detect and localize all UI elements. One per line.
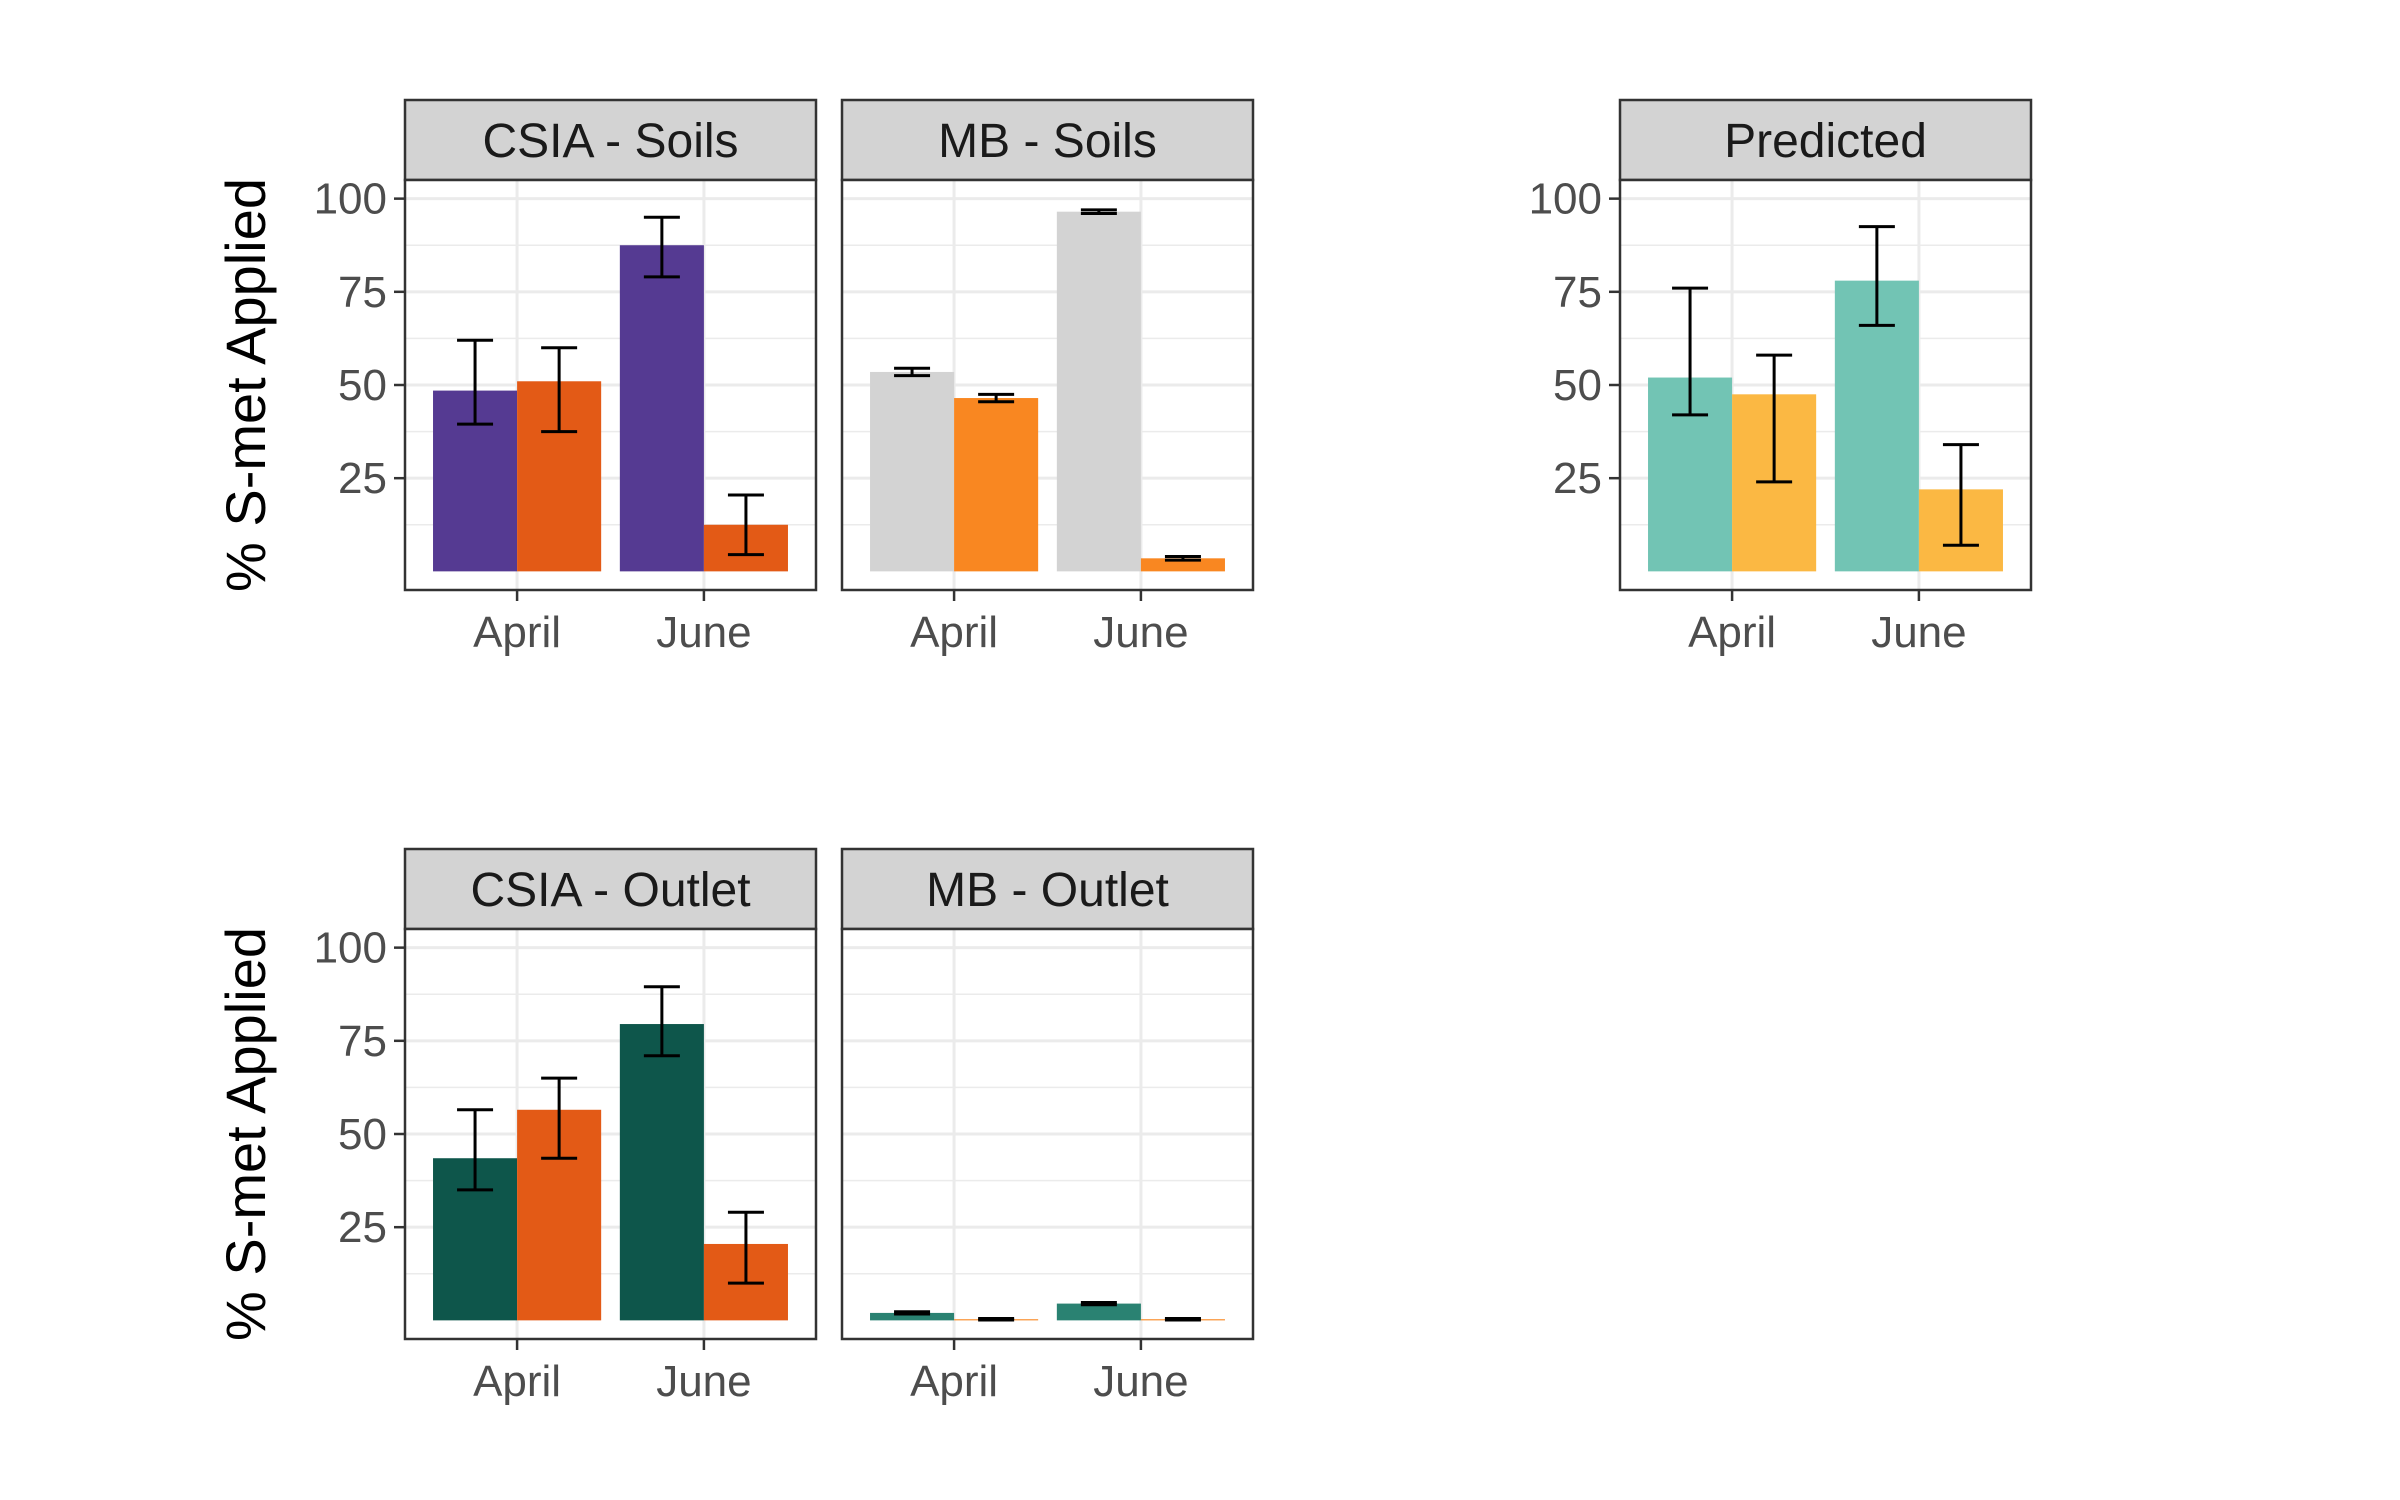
x-tick-label: April — [910, 1357, 998, 1406]
panel-border — [840, 927, 1255, 1341]
error-bar — [727, 493, 764, 557]
bar-june-series-0 — [1056, 211, 1141, 572]
error-bar — [727, 1210, 764, 1285]
error-bar — [894, 1310, 931, 1316]
y-tick-label: 75 — [338, 268, 387, 317]
x-tick-label: April — [910, 608, 998, 657]
error-bar — [1756, 353, 1793, 484]
bar-june-series-0 — [1056, 1303, 1141, 1321]
y-tick-label: 100 — [314, 924, 387, 973]
facet-strip-label: CSIA - Soils — [482, 115, 738, 168]
error-bar — [541, 1076, 578, 1160]
error-bar — [643, 985, 680, 1058]
facet-strip-label: MB - Soils — [938, 115, 1157, 168]
x-tick-label: June — [1093, 1357, 1188, 1406]
error-bar — [1080, 208, 1117, 216]
bar-june-series-0 — [619, 245, 704, 572]
panel-0: CSIA - Soils 25 50 75 100 April June % S-met Ap… — [214, 98, 818, 657]
bar-june-series-1 — [1140, 558, 1225, 572]
bar-april-series-0 — [870, 371, 955, 572]
y-tick-label: 25 — [338, 1203, 387, 1252]
facet-strip — [403, 847, 818, 931]
error-bar — [1164, 554, 1201, 562]
error-bar — [1164, 1317, 1201, 1322]
error-bar — [541, 346, 578, 434]
error-bar — [1672, 286, 1709, 417]
y-tick-label: 100 — [314, 175, 387, 224]
x-tick-label: June — [1093, 608, 1188, 657]
bar-june-series-0 — [619, 1024, 704, 1321]
y-tick-label: 50 — [1553, 361, 1602, 410]
bar-april-series-0 — [870, 1312, 955, 1321]
y-tick-label: 25 — [1553, 454, 1602, 503]
facet-strip — [1618, 98, 2033, 182]
error-bar — [1942, 443, 1979, 547]
facet-strip-label: MB - Outlet — [926, 864, 1169, 917]
y-tick-label: 100 — [1529, 175, 1602, 224]
x-tick-label: April — [1688, 608, 1776, 657]
facet-strip — [840, 847, 1255, 931]
x-tick-label: June — [656, 608, 751, 657]
panel-1: MB - Soils April June — [840, 98, 1255, 657]
facet-strip — [403, 98, 818, 182]
x-tick-label: June — [656, 1357, 751, 1406]
y-axis-title: % S-met Applied — [214, 927, 277, 1341]
y-tick-label: 50 — [338, 1110, 387, 1159]
y-tick-label: 75 — [1553, 268, 1602, 317]
panel-2: Predicted 25 50 75 100 April June — [1529, 98, 2033, 657]
bar-april-series-1 — [954, 398, 1039, 572]
error-bar — [978, 392, 1015, 404]
facet-strip — [840, 98, 1255, 182]
error-bar — [1858, 225, 1895, 327]
y-tick-label: 75 — [338, 1017, 387, 1066]
error-bar — [457, 338, 494, 426]
x-tick-label: April — [473, 1357, 561, 1406]
y-axis-title: % S-met Applied — [214, 178, 277, 592]
panel-border — [840, 178, 1255, 592]
x-tick-label: June — [1871, 608, 1966, 657]
x-tick-label: April — [473, 608, 561, 657]
y-tick-label: 50 — [338, 361, 387, 410]
error-bar — [978, 1317, 1015, 1322]
facet-strip-label: Predicted — [1724, 115, 1927, 168]
error-bar — [1080, 1300, 1117, 1307]
error-bar — [457, 1108, 494, 1192]
y-tick-label: 25 — [338, 454, 387, 503]
panel-3: CSIA - Outlet 25 50 75 100 April June % S-met A… — [214, 847, 818, 1406]
panel-4: MB - Outlet April June — [840, 847, 1255, 1406]
facet-strip-label: CSIA - Outlet — [470, 864, 750, 917]
error-bar — [894, 366, 931, 378]
error-bar — [643, 215, 680, 279]
bar-june-series-0 — [1834, 280, 1919, 572]
